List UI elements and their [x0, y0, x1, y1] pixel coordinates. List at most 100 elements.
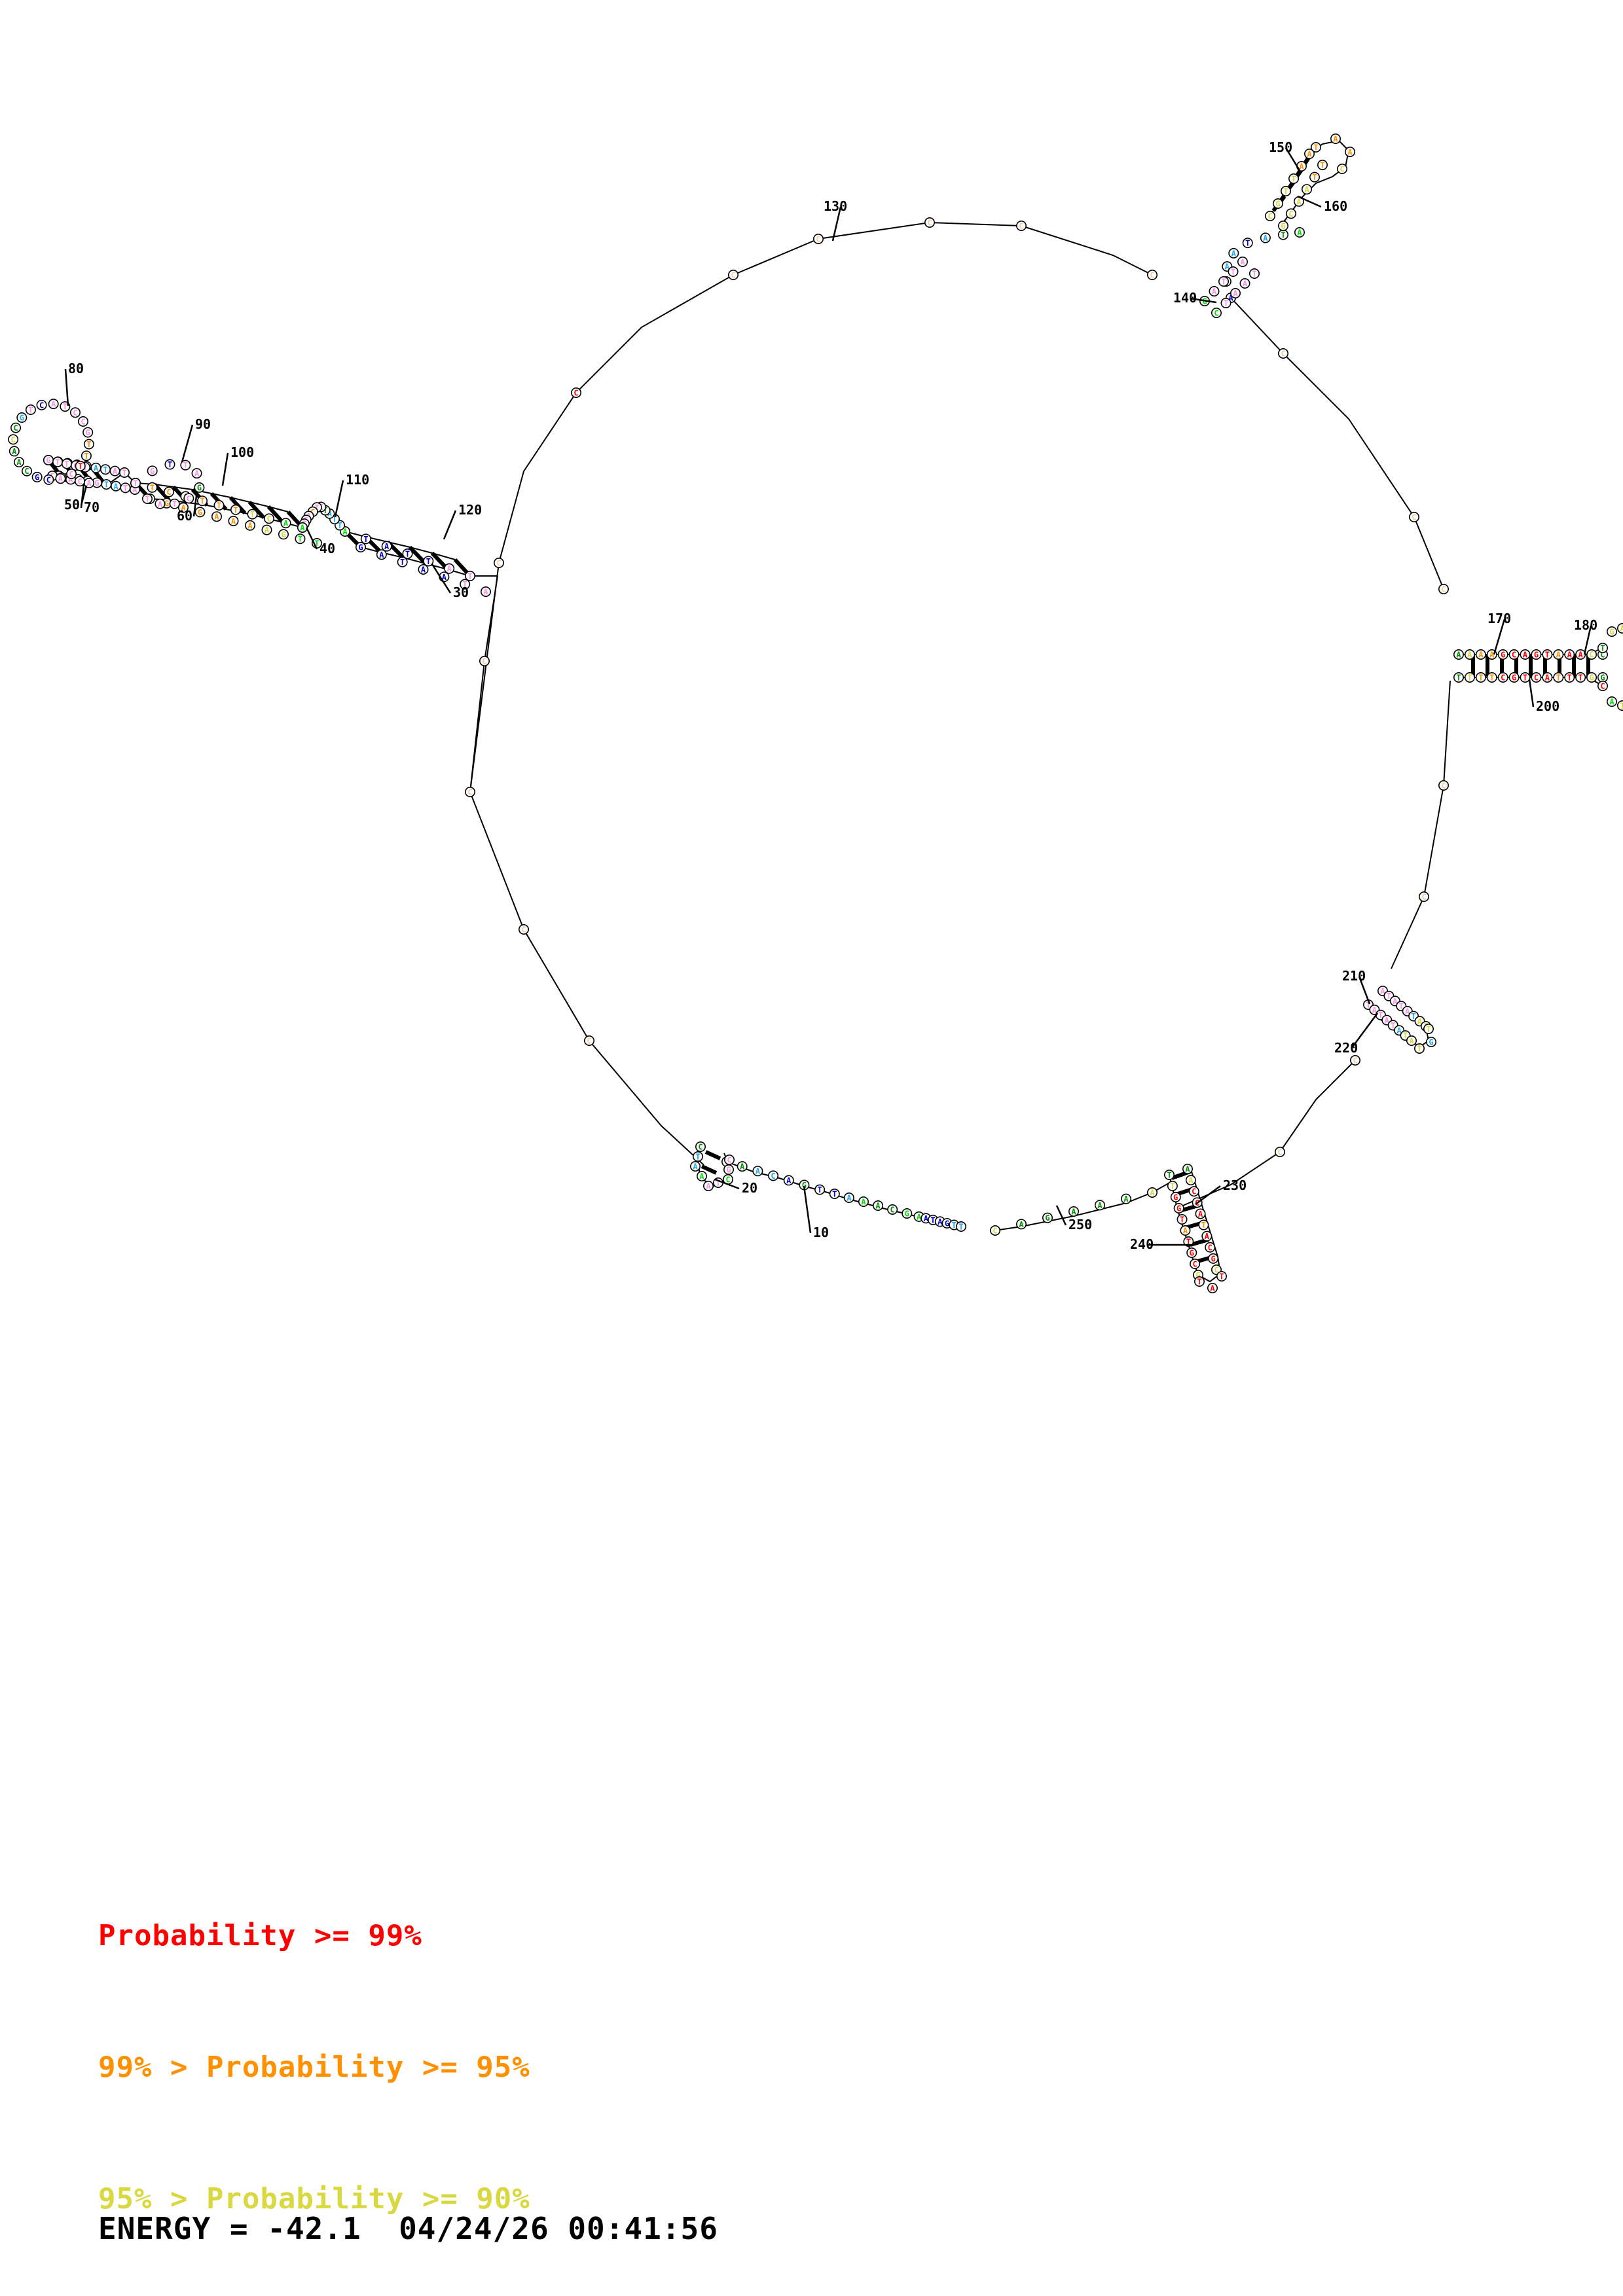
position-leader-line: [1493, 619, 1506, 655]
nucleotide-loop150: A: [1345, 147, 1356, 158]
nucleotide-stem200: T: [1575, 672, 1586, 683]
svg-text:A: A: [1609, 698, 1614, 707]
nucleotide-terminal-loop-80: T: [81, 450, 92, 461]
svg-text:A: A: [1409, 1037, 1414, 1046]
svg-text:T: T: [400, 558, 405, 567]
svg-text:A: A: [1233, 289, 1238, 298]
svg-text:A: A: [1347, 148, 1353, 157]
svg-text:A: A: [1372, 1005, 1377, 1014]
svg-text:A: A: [264, 526, 270, 535]
svg-text:T: T: [1186, 1238, 1191, 1247]
nucleotide-central-loop: C: [813, 233, 824, 244]
position-label-120: 120: [458, 502, 482, 518]
nucleotide-terminal-loop-80: C: [43, 474, 54, 485]
nucleotide-stem30: A: [444, 563, 455, 574]
svg-text:T: T: [1467, 673, 1472, 683]
nucleotide-stem150: A: [1304, 149, 1315, 160]
svg-text:C: C: [73, 408, 77, 418]
nucleotide-terminal-loop-80: T: [75, 460, 86, 471]
nucleotide-stem240: G: [1208, 1253, 1219, 1264]
nucleotide-central-loop: C: [464, 787, 475, 798]
svg-text:A: A: [51, 400, 56, 409]
nucleotide-stem170: A: [1553, 649, 1564, 660]
nucleotide-terminal-loop-80: C: [69, 407, 81, 418]
svg-text:A: A: [1397, 1026, 1402, 1035]
svg-text:A: A: [1523, 651, 1528, 660]
svg-text:A: A: [483, 588, 488, 597]
svg-text:A: A: [938, 1217, 943, 1227]
nucleotide-loop140: T: [1242, 238, 1253, 249]
svg-text:T: T: [952, 1221, 957, 1230]
nucleotide-central-loop: C: [570, 387, 581, 398]
nucleotide-stem170: C: [1586, 649, 1597, 660]
svg-text:T: T: [1478, 673, 1483, 683]
svg-text:C: C: [46, 475, 51, 484]
svg-text:A: A: [1380, 987, 1385, 996]
svg-text:C: C: [166, 488, 171, 497]
svg-text:C: C: [890, 1206, 895, 1215]
nucleotide-stem230: G: [1170, 1192, 1181, 1203]
position-leader-line: [334, 480, 344, 518]
svg-text:G: G: [1173, 1193, 1178, 1202]
nucleotide-central-loop: C: [1278, 348, 1289, 359]
nucleotide-stem145: T: [1228, 266, 1239, 277]
nucleotide-stem150: T: [1288, 173, 1300, 184]
svg-text:A: A: [132, 486, 137, 495]
legend-row-90: 95% > Probability >= 90%: [98, 2182, 530, 2215]
svg-text:G: G: [20, 414, 24, 423]
nucleotide-stem40: T: [230, 504, 241, 515]
svg-text:T: T: [1312, 173, 1317, 182]
position-leader-line: [192, 495, 198, 517]
svg-text:A: A: [706, 1182, 711, 1191]
nucleotide-central-loop: C: [1419, 891, 1430, 903]
nucleotide-stem240: A: [1185, 1175, 1196, 1186]
svg-text:A: A: [1212, 287, 1217, 296]
nucleotide-five-prime: A: [737, 1161, 748, 1172]
svg-text:C: C: [1534, 673, 1539, 683]
nucleotide-stem100: T: [101, 479, 112, 490]
nucleotide-stem30: A: [381, 541, 392, 552]
svg-text:A: A: [68, 475, 73, 484]
nucleotide-stem40: T: [196, 495, 208, 507]
svg-text:G: G: [86, 428, 90, 437]
svg-text:T: T: [298, 535, 302, 544]
svg-text:T: T: [467, 572, 472, 581]
svg-text:A: A: [214, 512, 219, 522]
nucleotide-terminal-loop-80: G: [16, 412, 27, 423]
svg-text:A: A: [1307, 150, 1312, 159]
svg-text:C: C: [1019, 222, 1023, 231]
nucleotide-stem170: A: [1520, 649, 1531, 660]
nucleotide-stem240: T: [1198, 1219, 1209, 1230]
nucleotide-terminal-loop-80: G: [82, 427, 94, 438]
position-leader-line: [714, 1178, 740, 1190]
position-leader-line: [64, 368, 69, 406]
svg-text:A: A: [1231, 249, 1237, 258]
svg-text:T: T: [1556, 673, 1561, 683]
svg-text:T: T: [930, 1215, 935, 1225]
svg-text:C: C: [1214, 309, 1218, 318]
nucleotide-stem160b: A: [1239, 278, 1250, 289]
svg-text:C: C: [927, 219, 932, 228]
svg-text:T: T: [250, 510, 255, 519]
svg-text:T: T: [200, 497, 204, 506]
nucleotide-stem170: A: [1564, 649, 1575, 660]
nucleotide-stem200: G: [1508, 672, 1520, 683]
position-leader-line: [443, 510, 457, 540]
nucleotide-three-prime: A: [1016, 1219, 1027, 1230]
svg-text:C: C: [771, 1172, 775, 1181]
nucleotide-stem160b: C: [1211, 307, 1222, 318]
svg-text:T: T: [1600, 644, 1605, 653]
nucleotide-stem50: T: [119, 467, 130, 478]
svg-text:A: A: [786, 1176, 792, 1185]
svg-text:G: G: [1534, 651, 1539, 660]
svg-text:A: A: [1297, 228, 1302, 238]
legend-row-99: Probability >= 99%: [98, 1919, 422, 1952]
svg-text:T: T: [716, 1179, 720, 1188]
nucleotide-terminal-loop-80: C: [77, 416, 88, 427]
svg-text:T: T: [332, 515, 337, 524]
svg-text:T: T: [150, 483, 155, 492]
nucleotide-stem110: A: [177, 502, 189, 513]
nucleotide-stem240: A: [1201, 1230, 1213, 1242]
nucleotide-stem100: A: [111, 480, 122, 492]
svg-text:T: T: [1320, 161, 1324, 170]
